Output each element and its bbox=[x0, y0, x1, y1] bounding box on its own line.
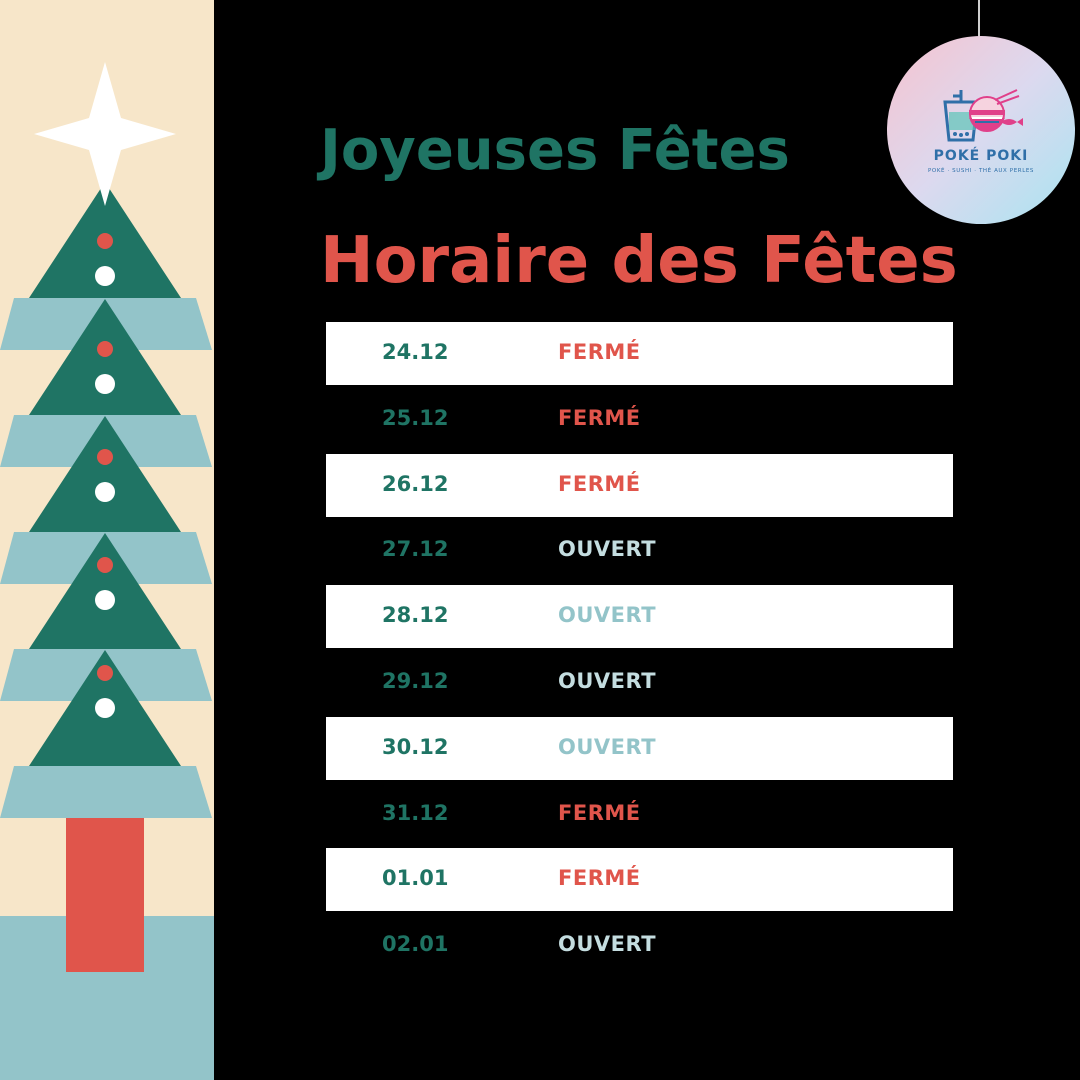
schedule-date: 27.12 bbox=[382, 537, 449, 562]
tree-tier-band bbox=[0, 766, 212, 818]
tree-ornament bbox=[95, 698, 115, 718]
schedule-row: 27.12 OUVERT bbox=[326, 519, 953, 582]
schedule-status: FERMÉ bbox=[558, 800, 641, 825]
star-icon bbox=[34, 62, 176, 206]
tree-ornament bbox=[97, 233, 113, 249]
schedule-row: 24.12 FERMÉ bbox=[326, 322, 953, 385]
schedule-row: 01.01 FERMÉ bbox=[326, 848, 953, 912]
logo-name: POKÉ POKI bbox=[933, 148, 1029, 164]
schedule-row: 30.12 OUVERT bbox=[326, 716, 953, 780]
schedule-row: 02.01 OUVERT bbox=[326, 914, 953, 977]
schedule-row: 28.12 OUVERT bbox=[326, 585, 953, 649]
schedule-date: 30.12 bbox=[382, 734, 449, 759]
hanging-ornament-icon: POKÉ POKI POKÉ · SUSHI · THÉ AUX PERLES bbox=[887, 36, 1075, 224]
schedule-date: 29.12 bbox=[382, 668, 449, 693]
bubble-tea-and-poke-bowl-icon bbox=[943, 89, 1023, 142]
tree-ornament bbox=[95, 482, 115, 502]
schedule-date: 26.12 bbox=[382, 471, 449, 496]
schedule-row: 29.12 OUVERT bbox=[326, 651, 953, 714]
ornament-string bbox=[978, 0, 980, 40]
schedule-row: 31.12 FERMÉ bbox=[326, 783, 953, 846]
schedule-status: FERMÉ bbox=[558, 340, 641, 364]
tree-ornament bbox=[97, 341, 113, 357]
schedule-date: 25.12 bbox=[382, 405, 449, 430]
schedule-date: 24.12 bbox=[382, 340, 449, 364]
tree-ornament bbox=[97, 665, 113, 681]
tree-ornament bbox=[95, 590, 115, 610]
tree-ornament bbox=[95, 374, 115, 394]
schedule-status: FERMÉ bbox=[558, 405, 641, 430]
schedule-status: FERMÉ bbox=[558, 471, 641, 496]
tree-tier bbox=[29, 416, 181, 532]
schedule-status: OUVERT bbox=[558, 734, 657, 759]
schedule-status: OUVERT bbox=[558, 537, 657, 562]
schedule-status: FERMÉ bbox=[558, 866, 641, 891]
tree-trunk bbox=[66, 816, 144, 972]
schedule-status: OUVERT bbox=[558, 668, 657, 693]
schedule-date: 31.12 bbox=[382, 800, 449, 825]
holiday-schedule-table: 24.12 FERMÉ 25.12 FERMÉ 26.12 FERMÉ 27.12 OUVER… bbox=[326, 322, 953, 980]
logo-tagline: POKÉ · SUSHI · THÉ AUX PERLES bbox=[927, 168, 1035, 174]
greeting-heading: Joyeuses Fêtes bbox=[320, 118, 790, 183]
schedule-status: OUVERT bbox=[558, 603, 657, 628]
schedule-date: 02.01 bbox=[382, 932, 449, 957]
page-title: Horaire des Fêtes bbox=[320, 224, 958, 298]
schedule-row: 25.12 FERMÉ bbox=[326, 388, 953, 451]
christmas-tree-icon bbox=[0, 62, 214, 1080]
schedule-date: 01.01 bbox=[382, 866, 449, 891]
tree-ornament bbox=[95, 266, 115, 286]
schedule-status: OUVERT bbox=[558, 932, 657, 957]
tree-ornament bbox=[97, 449, 113, 465]
schedule-row: 26.12 FERMÉ bbox=[326, 453, 953, 517]
tree-ornament bbox=[97, 557, 113, 573]
schedule-date: 28.12 bbox=[382, 603, 449, 628]
christmas-tree-panel bbox=[0, 0, 214, 1080]
